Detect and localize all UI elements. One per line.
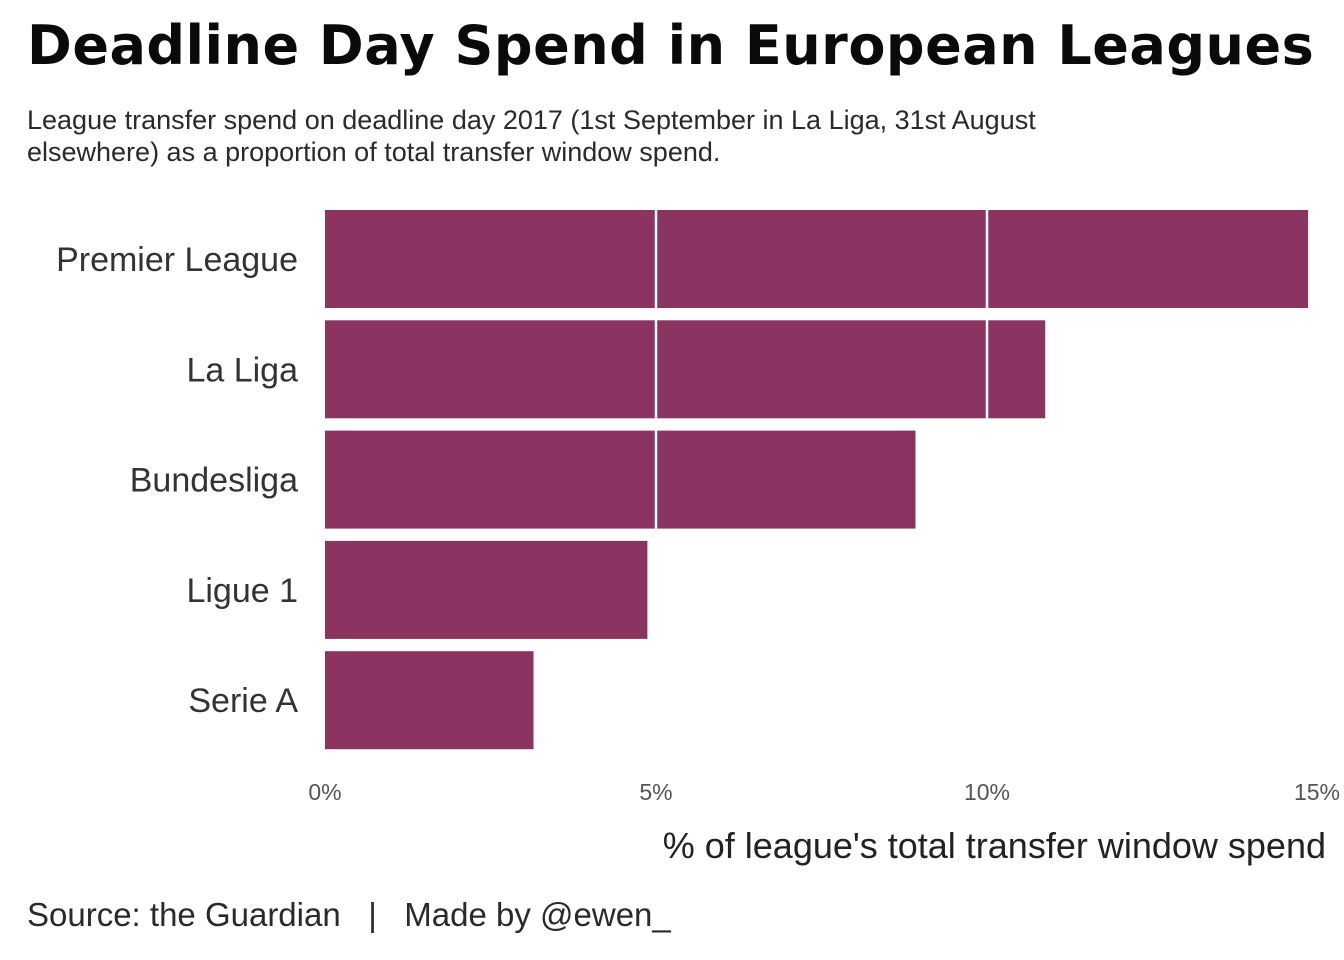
category-label: La Liga bbox=[186, 351, 298, 389]
bar-la-liga bbox=[325, 320, 1046, 419]
category-label: Premier League bbox=[56, 241, 298, 279]
category-label: Bundesliga bbox=[130, 462, 298, 500]
x-tick-label: 10% bbox=[964, 779, 1010, 805]
x-axis-label: % of league's total transfer window spen… bbox=[663, 825, 1326, 866]
chart-subtitle: League transfer spend on deadline day 20… bbox=[27, 105, 1036, 167]
bar-ligue-1 bbox=[325, 540, 648, 639]
x-tick-label: 0% bbox=[308, 779, 341, 805]
bar-bundesliga bbox=[325, 430, 916, 529]
category-label: Serie A bbox=[188, 682, 298, 720]
bar-serie-a bbox=[325, 651, 534, 750]
source-caption: Source: the Guardian | Made by @ewen_ bbox=[27, 896, 671, 933]
category-label: Ligue 1 bbox=[186, 572, 298, 610]
chart-title: Deadline Day Spend in European Leagues bbox=[27, 14, 1315, 77]
bar-premier-league bbox=[325, 210, 1309, 308]
x-tick-label: 5% bbox=[639, 779, 672, 805]
x-tick-label: 15% bbox=[1294, 779, 1340, 805]
